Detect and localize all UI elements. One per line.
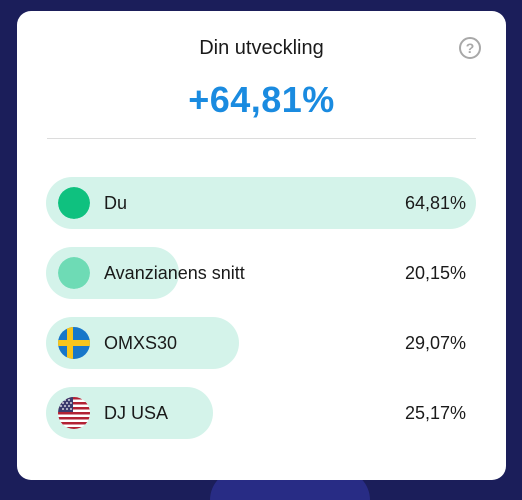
row-dj-usa: DJ USA 25,17% (46, 387, 476, 439)
help-icon[interactable]: ? (459, 37, 481, 59)
row-value: 20,15% (404, 263, 466, 283)
sweden-flag-icon (58, 327, 90, 359)
green-dot-icon (58, 187, 90, 219)
performance-bar (46, 177, 476, 229)
row-value: 64,81% (404, 193, 466, 213)
performance-card: ? Din utveckling +64,81% Du 64,81% Avanz… (17, 11, 506, 480)
row-avanzianens-snitt: Avanzianens snitt 20,15% (46, 247, 476, 299)
row-label: DJ USA (104, 403, 169, 423)
total-percentage: +64,81% (188, 79, 335, 120)
lightgreen-dot-icon (58, 257, 90, 289)
row-du: Du 64,81% (46, 177, 476, 229)
card-title: Din utveckling (199, 37, 324, 59)
row-value: 25,17% (404, 403, 466, 423)
row-omxs30: OMXS30 29,07% (46, 317, 476, 369)
divider (47, 138, 476, 139)
row-label: Du (104, 193, 128, 213)
row-label: Avanzianens snitt (104, 263, 245, 283)
row-value: 29,07% (404, 333, 466, 353)
row-label: OMXS30 (104, 333, 178, 353)
usa-flag-icon (58, 397, 90, 429)
